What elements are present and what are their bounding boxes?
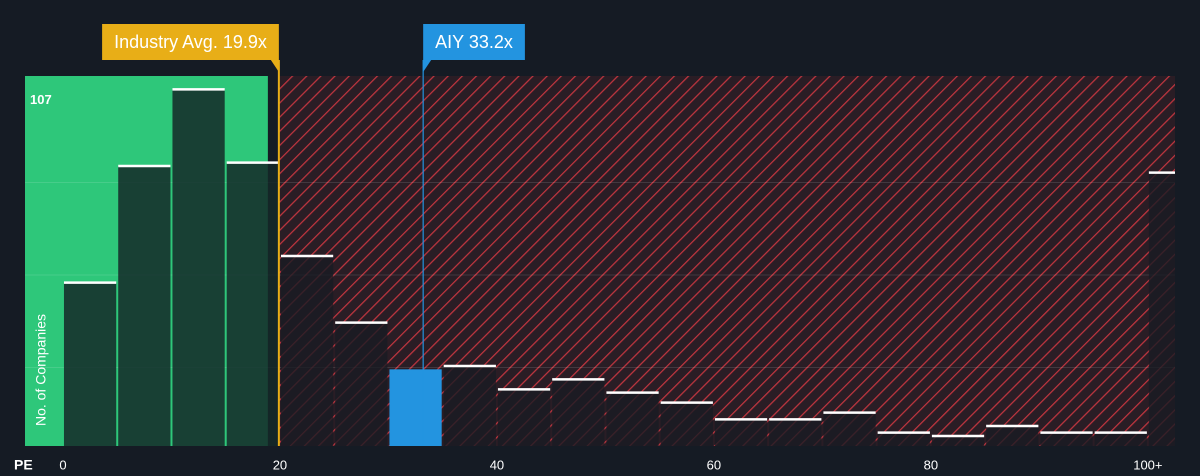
- bar: [660, 402, 713, 446]
- bar: [389, 369, 442, 446]
- bar: [280, 256, 334, 446]
- bar: [1148, 172, 1175, 446]
- bar: [986, 426, 1039, 446]
- bar: [226, 162, 279, 446]
- bar: [443, 366, 496, 446]
- bar: [552, 379, 605, 446]
- y-axis-label: No. of Companies: [33, 314, 49, 426]
- bar: [606, 392, 659, 446]
- x-tick-label: 20: [273, 457, 287, 472]
- annotation-box: [102, 24, 279, 60]
- annotation-box: [423, 24, 525, 60]
- bar: [931, 436, 985, 446]
- x-tick-label: 0: [59, 457, 66, 472]
- x-tick-label: 40: [490, 457, 504, 472]
- bar: [823, 412, 876, 446]
- bar: [118, 166, 171, 446]
- x-tick-label: 80: [924, 457, 938, 472]
- bar: [1094, 432, 1147, 446]
- bar: [714, 419, 768, 446]
- bar: [769, 419, 822, 446]
- annotation-pointer: [270, 60, 279, 72]
- x-tick-label: 60: [707, 457, 721, 472]
- bar: [63, 282, 117, 446]
- annotation-label: AIY 33.2x: [435, 32, 513, 52]
- x-axis-label: PE: [14, 457, 33, 473]
- x-tick-label: 100+: [1133, 457, 1162, 472]
- bar: [335, 322, 388, 446]
- bar: [877, 432, 930, 446]
- bar: [497, 389, 551, 446]
- annotation-label: Industry Avg. 19.9x: [114, 32, 267, 52]
- annotation-pointer: [423, 60, 432, 72]
- bar: [172, 89, 225, 446]
- bar: [1040, 432, 1093, 446]
- y-tick-label: 107: [30, 92, 52, 107]
